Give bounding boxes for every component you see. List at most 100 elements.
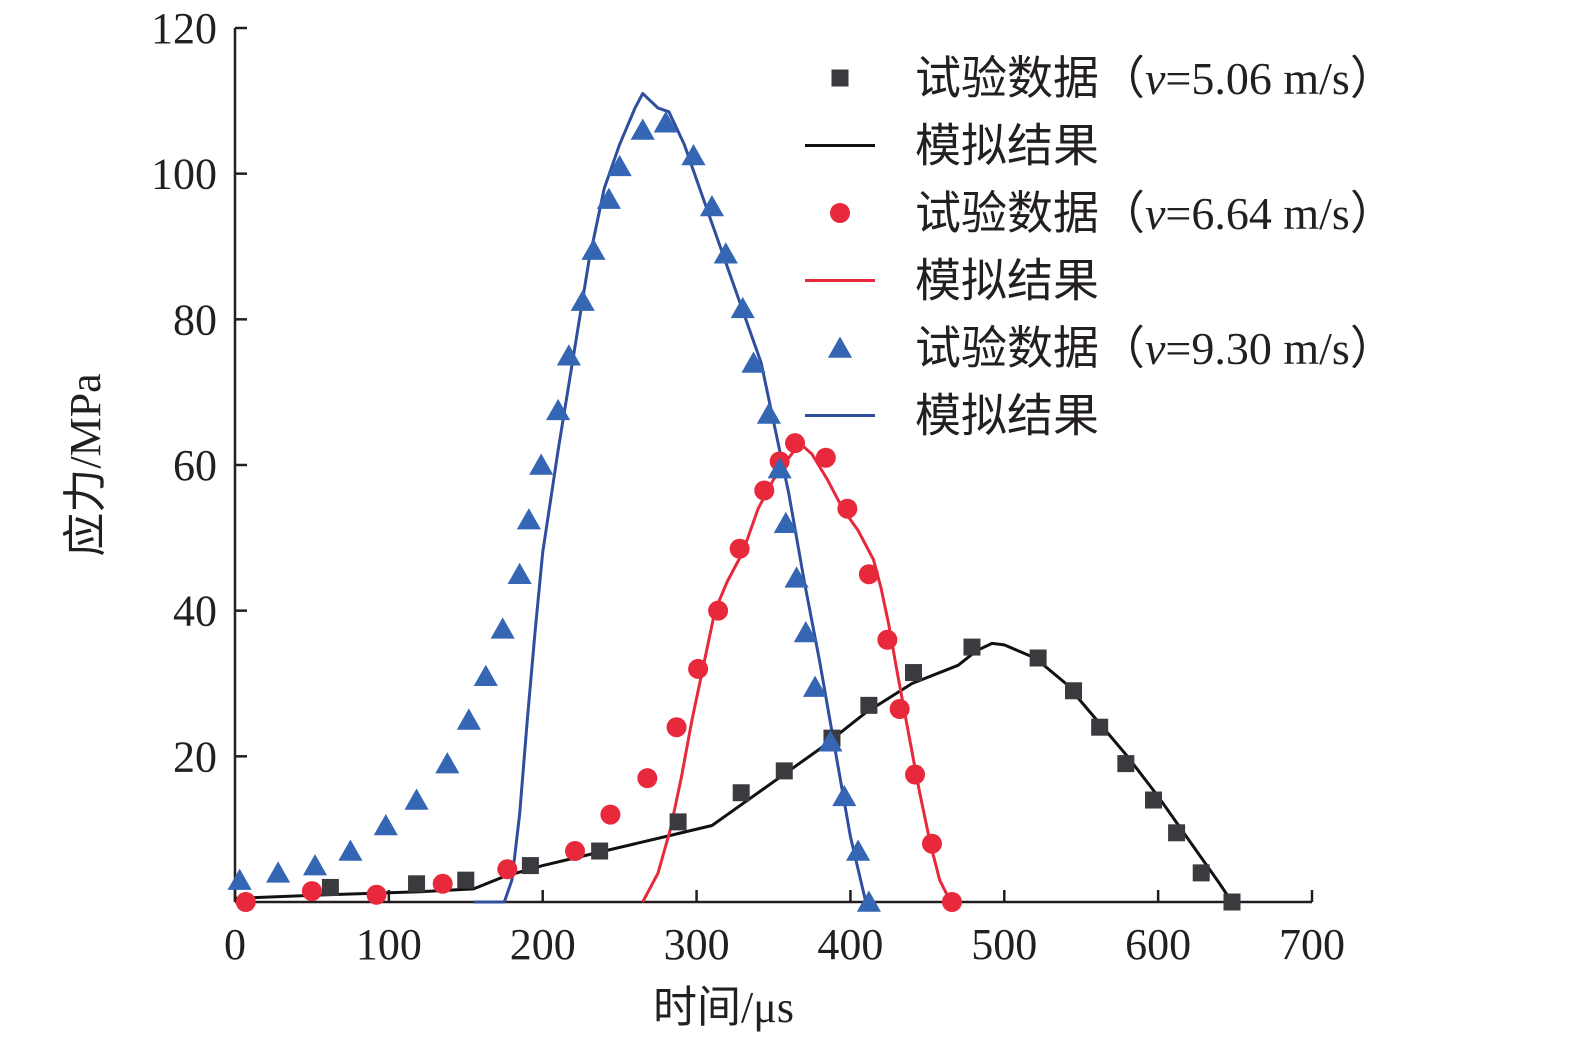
plot-area: [227, 92, 1241, 912]
y-tick-label: 20: [173, 732, 217, 781]
data-point-circle: [785, 433, 806, 454]
data-point-triangle: [404, 788, 429, 810]
legend-label: 模拟结果: [915, 391, 1099, 442]
legend-label-variable: v: [1145, 323, 1166, 374]
data-point-triangle: [681, 143, 706, 166]
data-point-triangle: [556, 344, 581, 366]
series-5-line: [473, 92, 868, 904]
data-point-triangle: [435, 752, 460, 774]
data-point-triangle: [227, 868, 252, 890]
data-point-square: [1192, 864, 1210, 882]
data-point-square: [1029, 649, 1047, 667]
series-5-path: [473, 92, 868, 904]
data-point-triangle: [490, 617, 515, 639]
x-tick-label: 200: [510, 920, 576, 969]
data-point-circle: [432, 873, 453, 894]
data-point-square: [321, 878, 339, 896]
legend-label: 试验数据（v=6.64 m/s）: [915, 188, 1396, 239]
data-point-triangle: [741, 351, 766, 373]
data-point-circle: [858, 564, 879, 585]
data-point-triangle: [302, 854, 328, 876]
data-point-circle: [637, 768, 658, 789]
data-point-circle: [600, 804, 621, 825]
data-point-triangle: [756, 402, 781, 424]
y-tick-label: 120: [151, 4, 217, 53]
y-tick-label: 40: [173, 587, 217, 636]
data-point-circle: [366, 884, 387, 905]
legend-label: 模拟结果: [915, 121, 1099, 172]
y-tick-label: 60: [173, 441, 217, 490]
legend-label-prefix: 试验数据（: [915, 53, 1145, 104]
x-tick-label: 100: [356, 920, 422, 969]
x-tick-label: 300: [664, 920, 730, 969]
series-1-path: [234, 641, 1234, 903]
data-point-circle: [921, 833, 942, 854]
legend-label-suffix: =6.64 m/s）: [1165, 188, 1395, 239]
data-point-square: [860, 696, 878, 714]
legend-entry-2: 试验数据（v=6.64 m/s）: [830, 188, 1396, 239]
data-point-triangle: [529, 453, 554, 475]
legend-entry-4: 试验数据（v=9.30 m/s）: [827, 323, 1396, 374]
data-point-circle: [301, 881, 322, 902]
data-point-circle: [729, 538, 750, 559]
legend-label-suffix: =5.06 m/s）: [1165, 53, 1395, 104]
data-point-triangle: [793, 621, 818, 643]
data-point-circle: [905, 764, 926, 785]
series-1-line: [234, 641, 1234, 903]
data-point-triangle: [596, 187, 621, 209]
data-point-triangle: [699, 194, 725, 217]
data-point-circle: [815, 447, 836, 468]
data-point-circle: [688, 658, 709, 679]
legend-label-prefix: 试验数据（: [915, 323, 1145, 374]
data-point-square: [408, 875, 426, 893]
data-point-triangle: [730, 296, 755, 319]
data-point-square: [521, 857, 539, 875]
data-point-triangle: [607, 154, 632, 177]
data-point-square: [591, 842, 609, 860]
data-point-triangle: [546, 398, 571, 421]
x-axis-title: 时间/μs: [653, 983, 794, 1032]
legend-label: 试验数据（v=9.30 m/s）: [915, 323, 1396, 374]
data-point-square: [1117, 755, 1135, 773]
data-point-circle: [889, 698, 910, 719]
data-point-triangle: [784, 566, 809, 588]
data-point-square: [1223, 893, 1241, 911]
data-point-square: [732, 784, 750, 802]
data-point-circle: [754, 480, 775, 501]
legend-label: 试验数据（v=5.06 m/s）: [915, 53, 1396, 104]
data-point-circle: [837, 498, 858, 519]
data-point-circle: [497, 859, 518, 880]
legend-label: 模拟结果: [915, 256, 1099, 307]
y-tick-label: 80: [173, 295, 217, 344]
x-tick-label: 0: [224, 920, 246, 969]
data-point-square: [1091, 718, 1109, 736]
data-point-triangle: [373, 814, 398, 836]
legend-label-variable: v: [1145, 188, 1166, 239]
series-2-circle-points: [235, 433, 962, 912]
y-axis-title: 应力/MPa: [61, 373, 110, 556]
x-tick-label: 400: [817, 920, 883, 969]
data-point-triangle: [473, 664, 498, 686]
legend-triangle-swatch: [827, 336, 853, 358]
legend-entry-0: 试验数据（v=5.06 m/s）: [831, 53, 1396, 104]
data-point-triangle: [832, 784, 857, 807]
data-point-triangle: [802, 675, 828, 697]
series-0-square-points: [321, 638, 1241, 911]
data-point-triangle: [846, 839, 871, 861]
data-point-square: [1065, 682, 1083, 700]
data-point-triangle: [507, 562, 532, 585]
data-point-triangle: [818, 730, 843, 752]
y-tick-label: 100: [151, 150, 217, 199]
legend-square-swatch: [831, 69, 849, 87]
data-point-triangle: [767, 457, 792, 479]
data-point-square: [1168, 824, 1186, 842]
legend-label-suffix: =9.30 m/s）: [1165, 323, 1395, 374]
data-point-square: [457, 871, 475, 889]
data-point-triangle: [266, 861, 291, 883]
data-point-circle: [235, 892, 256, 912]
data-point-circle: [877, 629, 898, 650]
data-point-square: [1145, 791, 1163, 809]
data-point-circle: [708, 600, 729, 621]
x-tick-label: 600: [1125, 920, 1191, 969]
